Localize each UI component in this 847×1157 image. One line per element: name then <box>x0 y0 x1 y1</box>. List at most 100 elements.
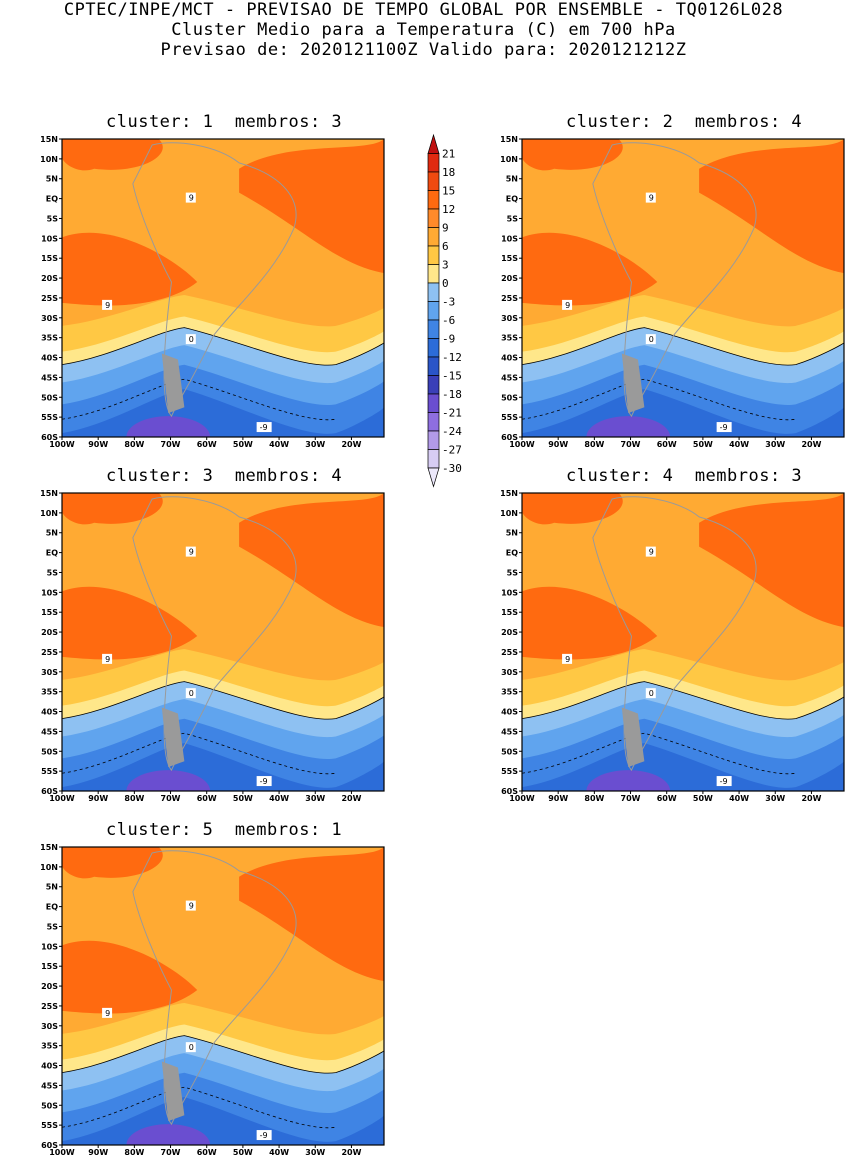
lat-tick-label: 30S <box>41 1022 58 1031</box>
temp-band-9-12 <box>62 940 198 1014</box>
lat-tick-label: 10S <box>41 588 58 597</box>
lat-tick-label: 25S <box>41 1002 58 1011</box>
lat-tick-label: 15N <box>40 489 58 498</box>
lon-tick-label: 30W <box>305 794 325 803</box>
lat-tick-label: 5N <box>506 529 518 538</box>
lat-tick-label: 60S <box>501 433 518 442</box>
colorbar-swatch <box>427 245 440 265</box>
lat-tick-label: 50S <box>501 393 518 402</box>
contour-label-zero: 0 <box>645 688 656 699</box>
lon-tick-label: 100W <box>49 794 75 803</box>
temp-band-9-12 <box>239 493 384 628</box>
lat-tick-label: EQ <box>46 549 58 558</box>
colorbar-label: 0 <box>442 277 449 290</box>
colorbar-swatch <box>427 153 440 173</box>
lon-tick-label: 60W <box>197 440 217 449</box>
lat-tick-label: 40S <box>41 354 58 363</box>
lat-tick-label: 15N <box>40 135 58 144</box>
contour-label-neg-nine: -9 <box>256 776 272 787</box>
temp-band-cold-core <box>126 770 211 791</box>
colorbar-bottom-arrow <box>427 467 440 488</box>
header-line-1: CPTEC/INPE/MCT - PREVISAO DE TEMPO GLOBA… <box>63 0 784 20</box>
lon-tick-label: 60W <box>657 794 677 803</box>
colorbar-label: -30 <box>442 462 462 475</box>
colorbar-swatch <box>427 208 440 228</box>
lat-tick-label: 10N <box>40 509 58 518</box>
contour-label-neg-nine: -9 <box>716 776 732 787</box>
colorbar-swatch <box>427 338 440 358</box>
lat-tick-label: 15S <box>41 962 58 971</box>
lon-tick-label: 80W <box>124 1148 144 1157</box>
svg-text:9: 9 <box>565 655 570 664</box>
lat-tick-label: 15N <box>40 843 58 852</box>
continent-outline <box>132 142 297 418</box>
lat-tick-label: 45S <box>501 727 518 736</box>
lon-tick-label: 20W <box>341 1148 361 1157</box>
lat-tick-label: 25S <box>501 648 518 657</box>
svg-text:9: 9 <box>105 655 110 664</box>
contour-zero <box>522 327 844 366</box>
colorbar-swatch <box>427 449 440 469</box>
lat-tick-label: 15S <box>501 608 518 617</box>
temp-band-9-12 <box>62 232 198 306</box>
lat-tick-label: EQ <box>46 903 58 912</box>
svg-text:0: 0 <box>649 335 654 344</box>
lon-tick-label: 20W <box>341 440 361 449</box>
lon-tick-label: 60W <box>197 794 217 803</box>
lat-tick-label: 15N <box>500 489 518 498</box>
lat-tick-label: 45S <box>41 727 58 736</box>
lon-tick-label: 60W <box>197 1148 217 1157</box>
lat-tick-label: 10S <box>41 942 58 951</box>
lat-tick-label: 30S <box>501 314 518 323</box>
svg-text:-9: -9 <box>260 1131 268 1140</box>
colorbar-label: -18 <box>442 388 462 401</box>
lat-tick-label: 20S <box>41 628 58 637</box>
temp-band-9-12 <box>62 139 163 171</box>
colorbar-label: -9 <box>442 333 455 346</box>
temp-band-cold-core <box>126 416 211 437</box>
continent-outline <box>592 496 757 772</box>
svg-text:9: 9 <box>105 301 110 310</box>
svg-text:-9: -9 <box>720 777 728 786</box>
lat-tick-label: 50S <box>41 747 58 756</box>
lon-tick-label: 80W <box>584 440 604 449</box>
lat-tick-label: 10S <box>501 588 518 597</box>
colorbar-label: 6 <box>442 240 449 253</box>
lon-tick-label: 90W <box>88 440 108 449</box>
colorbar-label: -6 <box>442 314 455 327</box>
svg-text:9: 9 <box>189 902 194 911</box>
lon-tick-label: 40W <box>729 794 749 803</box>
lon-tick-label: 100W <box>509 440 535 449</box>
lat-tick-label: 10N <box>40 863 58 872</box>
lat-tick-label: 50S <box>41 393 58 402</box>
lat-tick-label: 25S <box>41 648 58 657</box>
lon-tick-label: 90W <box>548 794 568 803</box>
andes-land <box>621 353 645 414</box>
contour-label-zero: 0 <box>185 334 196 345</box>
lat-tick-label: 35S <box>41 334 58 343</box>
lon-tick-label: 50W <box>693 794 713 803</box>
temp-band-cold-core <box>586 416 671 437</box>
lat-tick-label: 5N <box>46 883 58 892</box>
contour-label-nine: 9 <box>185 546 196 557</box>
map-frame <box>61 138 385 438</box>
colorbar-top-arrow <box>427 133 440 154</box>
colorbar-swatch <box>427 264 440 284</box>
colorbar-label: 12 <box>442 203 455 216</box>
colorbar-swatch <box>427 190 440 210</box>
lat-tick-label: 35S <box>501 334 518 343</box>
lat-tick-label: 20S <box>41 982 58 991</box>
lat-tick-label: 30S <box>41 314 58 323</box>
lat-tick-label: 5N <box>46 175 58 184</box>
contour-label-neg-nine: -9 <box>256 422 272 433</box>
contour-label-neg-nine: -9 <box>256 1130 272 1141</box>
lon-tick-label: 30W <box>765 794 785 803</box>
svg-text:0: 0 <box>189 335 194 344</box>
lat-tick-label: 40S <box>501 708 518 717</box>
svg-text:-9: -9 <box>260 423 268 432</box>
colorbar-label: 15 <box>442 185 455 198</box>
lon-tick-label: 70W <box>161 1148 181 1157</box>
panel-title-5: cluster: 5 membros: 1 <box>106 820 343 840</box>
